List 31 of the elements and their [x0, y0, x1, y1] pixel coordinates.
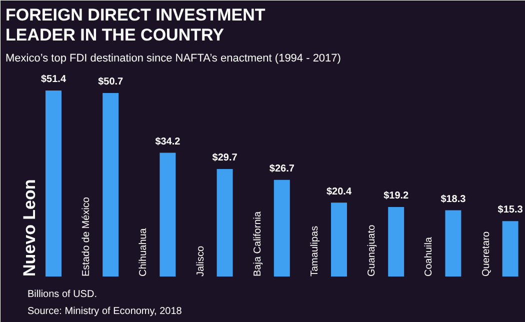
bar [331, 202, 347, 276]
bar [388, 207, 404, 276]
chart-title: FOREIGN DIRECT INVESTMENT LEADER IN THE COUNTRY [6, 6, 266, 44]
bar [46, 90, 62, 276]
data-label: $51.4 [40, 74, 66, 86]
data-label: $26.7 [269, 163, 295, 174]
bar [274, 180, 290, 276]
data-label: $29.7 [212, 152, 238, 164]
x-tick-label: Chihuahua [138, 228, 150, 276]
bar [502, 221, 518, 276]
data-label: $15.3 [498, 204, 524, 216]
text: Billions of USD. [28, 289, 97, 300]
chart-subtitle: Mexico’s top FDI destination since NAFTA’s enactment (1994 - 2017) [6, 52, 341, 64]
x-tick-label: Nuevo Leon [20, 179, 40, 276]
x-tick-label: Baja California [252, 211, 264, 276]
x-tick-label: Estado de México [81, 196, 92, 276]
x-tick-label: Jalisco [195, 245, 206, 276]
data-label: $18.3 [440, 194, 466, 205]
bar [102, 93, 119, 276]
data-label: $34.2 [155, 136, 181, 148]
data-label: $50.7 [98, 76, 124, 88]
x-tick-label: Coahuila [424, 236, 435, 276]
x-tick-label: Queretaro [480, 231, 492, 276]
x-tick-label: Tamaulipas [310, 226, 321, 276]
data-label: $20.4 [326, 186, 352, 198]
bar [160, 152, 176, 276]
bar [216, 169, 233, 276]
source-note: Source: Ministry of Economy, 2018 [28, 306, 182, 317]
x-tick-label: Guanajuato [366, 224, 378, 276]
bar [445, 210, 462, 276]
data-label: $19.2 [384, 190, 410, 202]
